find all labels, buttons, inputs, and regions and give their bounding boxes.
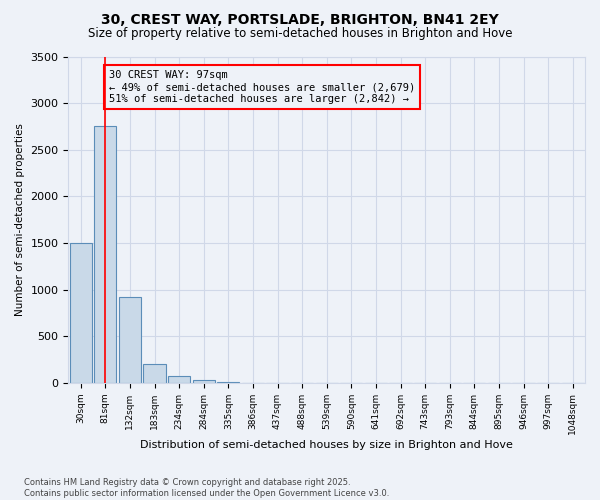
Text: 30, CREST WAY, PORTSLADE, BRIGHTON, BN41 2EY: 30, CREST WAY, PORTSLADE, BRIGHTON, BN41… (101, 12, 499, 26)
Bar (119, 297, 141, 382)
Text: Contains HM Land Registry data © Crown copyright and database right 2025.
Contai: Contains HM Land Registry data © Crown c… (24, 478, 389, 498)
Bar (70, 243, 92, 382)
X-axis label: Distribution of semi-detached houses by size in Brighton and Hove: Distribution of semi-detached houses by … (140, 440, 513, 450)
Bar (193, 380, 215, 382)
Bar (143, 364, 166, 382)
Bar (94, 126, 116, 382)
Text: 30 CREST WAY: 97sqm
← 49% of semi-detached houses are smaller (2,679)
51% of sem: 30 CREST WAY: 97sqm ← 49% of semi-detach… (109, 70, 415, 104)
Bar (168, 376, 190, 382)
Y-axis label: Number of semi-detached properties: Number of semi-detached properties (15, 123, 25, 316)
Text: Size of property relative to semi-detached houses in Brighton and Hove: Size of property relative to semi-detach… (88, 28, 512, 40)
